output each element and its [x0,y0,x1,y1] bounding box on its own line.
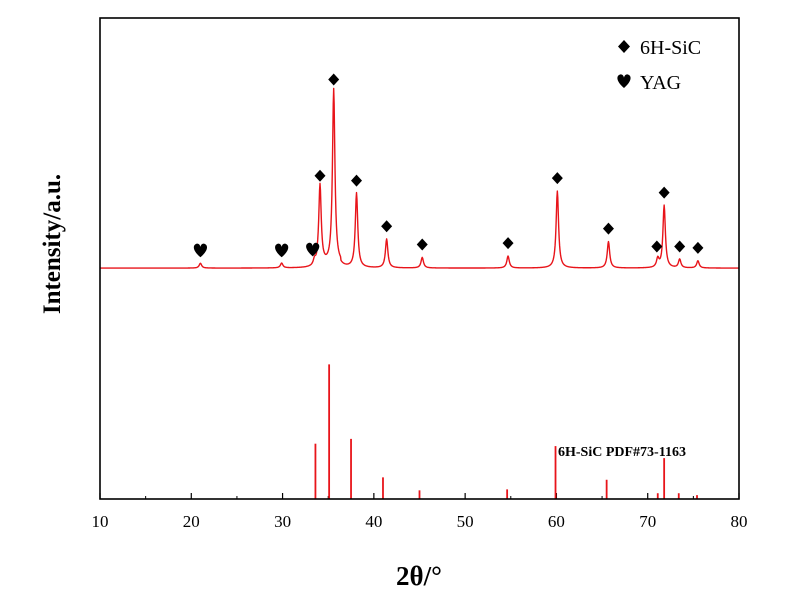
heart-icon [193,243,208,258]
diamond-icon [692,241,704,254]
x-ticks: 10 20 30 40 50 60 70 80 [92,493,748,531]
diamond-icon [381,220,393,233]
diamond-icon [674,240,686,253]
legend-label-6h-sic: 6H-SiC [640,37,701,59]
diamond-icon [416,238,428,251]
plot-frame [99,17,740,500]
diamond-icon [551,172,563,185]
diamond-icon [314,169,326,182]
x-tick-label: 20 [183,512,200,531]
reference-lines [314,364,698,499]
phase-markers [193,73,704,258]
legend: 6H-SiC YAG [617,37,701,94]
diamond-icon [502,237,514,250]
x-tick-label: 30 [274,512,291,531]
heart-icon [617,74,631,88]
diamond-icon [602,222,614,235]
diamond-icon [328,73,340,86]
x-tick-label: 40 [365,512,382,531]
x-tick-label: 70 [639,512,656,531]
x-tick-label: 60 [548,512,565,531]
diamond-icon [651,240,663,253]
heart-icon [306,242,320,257]
x-tick-label: 80 [731,512,748,531]
y-axis-title: Intensity/a.u. [39,174,66,314]
diamond-icon [618,40,630,53]
diamond-icon [351,174,363,187]
xrd-pattern-line [99,87,740,269]
diamond-icon [658,186,670,199]
legend-label-yag: YAG [640,72,681,94]
x-tick-label: 50 [457,512,474,531]
heart-icon [275,243,289,258]
reference-label: 6H-SiC PDF#73-1163 [558,445,686,460]
x-tick-label: 10 [92,512,109,531]
x-axis-title: 2θ/° [396,561,442,591]
